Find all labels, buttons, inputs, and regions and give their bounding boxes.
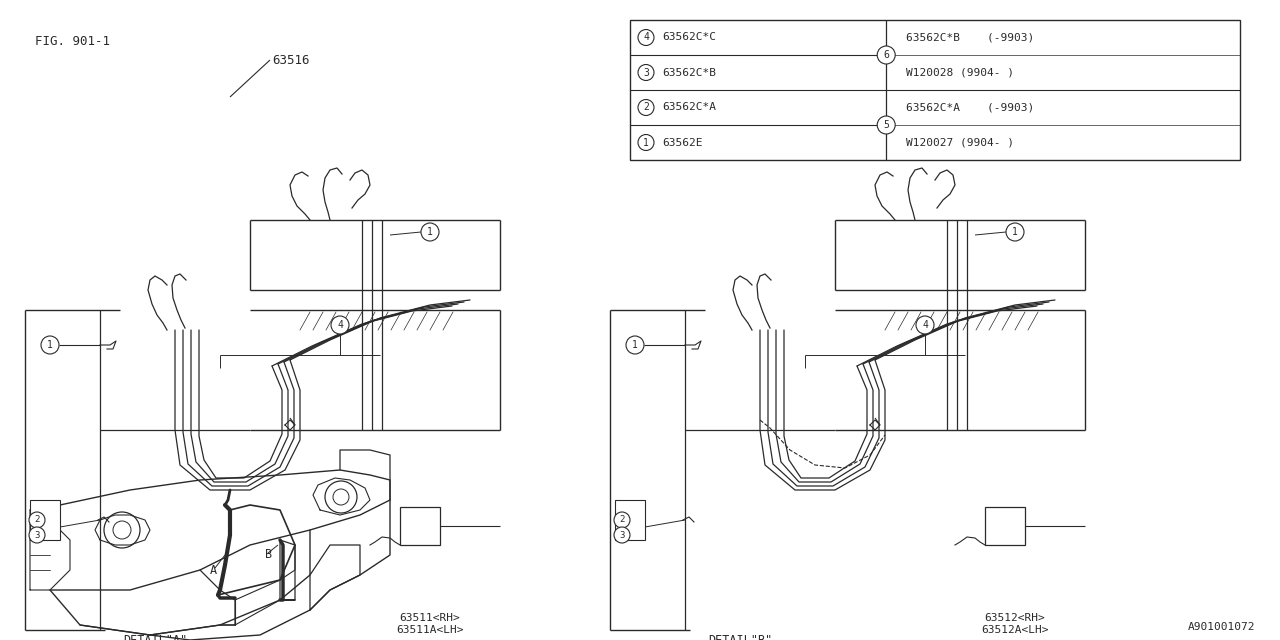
Text: 63562E: 63562E bbox=[662, 138, 703, 147]
Text: DETAIL"A": DETAIL"A" bbox=[123, 634, 187, 640]
Bar bbox=[630, 20, 1240, 160]
Text: 1: 1 bbox=[428, 227, 433, 237]
Bar bbox=[614, 500, 645, 540]
Text: A: A bbox=[210, 563, 218, 577]
Text: 63562C*A: 63562C*A bbox=[662, 102, 716, 113]
Text: 6: 6 bbox=[991, 531, 996, 540]
Text: 5: 5 bbox=[883, 120, 890, 130]
Bar bbox=[399, 507, 440, 545]
Text: 63562C*B    (-9903): 63562C*B (-9903) bbox=[906, 33, 1034, 42]
Circle shape bbox=[29, 512, 45, 528]
Circle shape bbox=[916, 316, 934, 334]
Text: 2: 2 bbox=[643, 102, 649, 113]
Text: 63516: 63516 bbox=[273, 54, 310, 67]
Text: 4: 4 bbox=[643, 33, 649, 42]
Text: 3: 3 bbox=[35, 531, 40, 540]
Text: W120027 (9904- ): W120027 (9904- ) bbox=[906, 138, 1014, 147]
Text: 63512<RH>: 63512<RH> bbox=[984, 613, 1046, 623]
Circle shape bbox=[877, 46, 895, 64]
Text: DETAIL"B": DETAIL"B" bbox=[708, 634, 772, 640]
Text: 3: 3 bbox=[620, 531, 625, 540]
Text: A901001072: A901001072 bbox=[1188, 622, 1254, 632]
Circle shape bbox=[626, 336, 644, 354]
Text: 1: 1 bbox=[47, 340, 52, 350]
Text: 5: 5 bbox=[991, 511, 996, 520]
Text: 1: 1 bbox=[1012, 227, 1018, 237]
Text: B: B bbox=[265, 548, 273, 561]
Text: 63512A<LH>: 63512A<LH> bbox=[982, 625, 1048, 635]
Circle shape bbox=[877, 116, 895, 134]
Circle shape bbox=[41, 336, 59, 354]
Text: 1: 1 bbox=[643, 138, 649, 147]
Circle shape bbox=[1006, 223, 1024, 241]
Text: 1: 1 bbox=[632, 340, 637, 350]
Circle shape bbox=[637, 29, 654, 45]
Text: 6: 6 bbox=[406, 531, 411, 540]
Text: 63511<RH>: 63511<RH> bbox=[399, 613, 461, 623]
Circle shape bbox=[421, 223, 439, 241]
Circle shape bbox=[614, 512, 630, 528]
Circle shape bbox=[637, 99, 654, 115]
Text: W120028 (9904- ): W120028 (9904- ) bbox=[906, 67, 1014, 77]
Text: 63511A<LH>: 63511A<LH> bbox=[397, 625, 463, 635]
Text: 3: 3 bbox=[643, 67, 649, 77]
Text: FIG. 901-1: FIG. 901-1 bbox=[35, 35, 110, 48]
Text: 5: 5 bbox=[406, 511, 411, 520]
Text: 63562C*A    (-9903): 63562C*A (-9903) bbox=[906, 102, 1034, 113]
Circle shape bbox=[332, 316, 349, 334]
Text: 2: 2 bbox=[620, 515, 625, 525]
Text: 63562C*B: 63562C*B bbox=[662, 67, 716, 77]
Circle shape bbox=[637, 134, 654, 150]
Text: 4: 4 bbox=[922, 320, 928, 330]
Circle shape bbox=[29, 527, 45, 543]
Text: 63562C*C: 63562C*C bbox=[662, 33, 716, 42]
Bar bbox=[29, 500, 60, 540]
Circle shape bbox=[614, 527, 630, 543]
Circle shape bbox=[637, 65, 654, 81]
Text: 4: 4 bbox=[337, 320, 343, 330]
Text: 2: 2 bbox=[35, 515, 40, 525]
Text: 6: 6 bbox=[883, 50, 890, 60]
Bar bbox=[986, 507, 1025, 545]
